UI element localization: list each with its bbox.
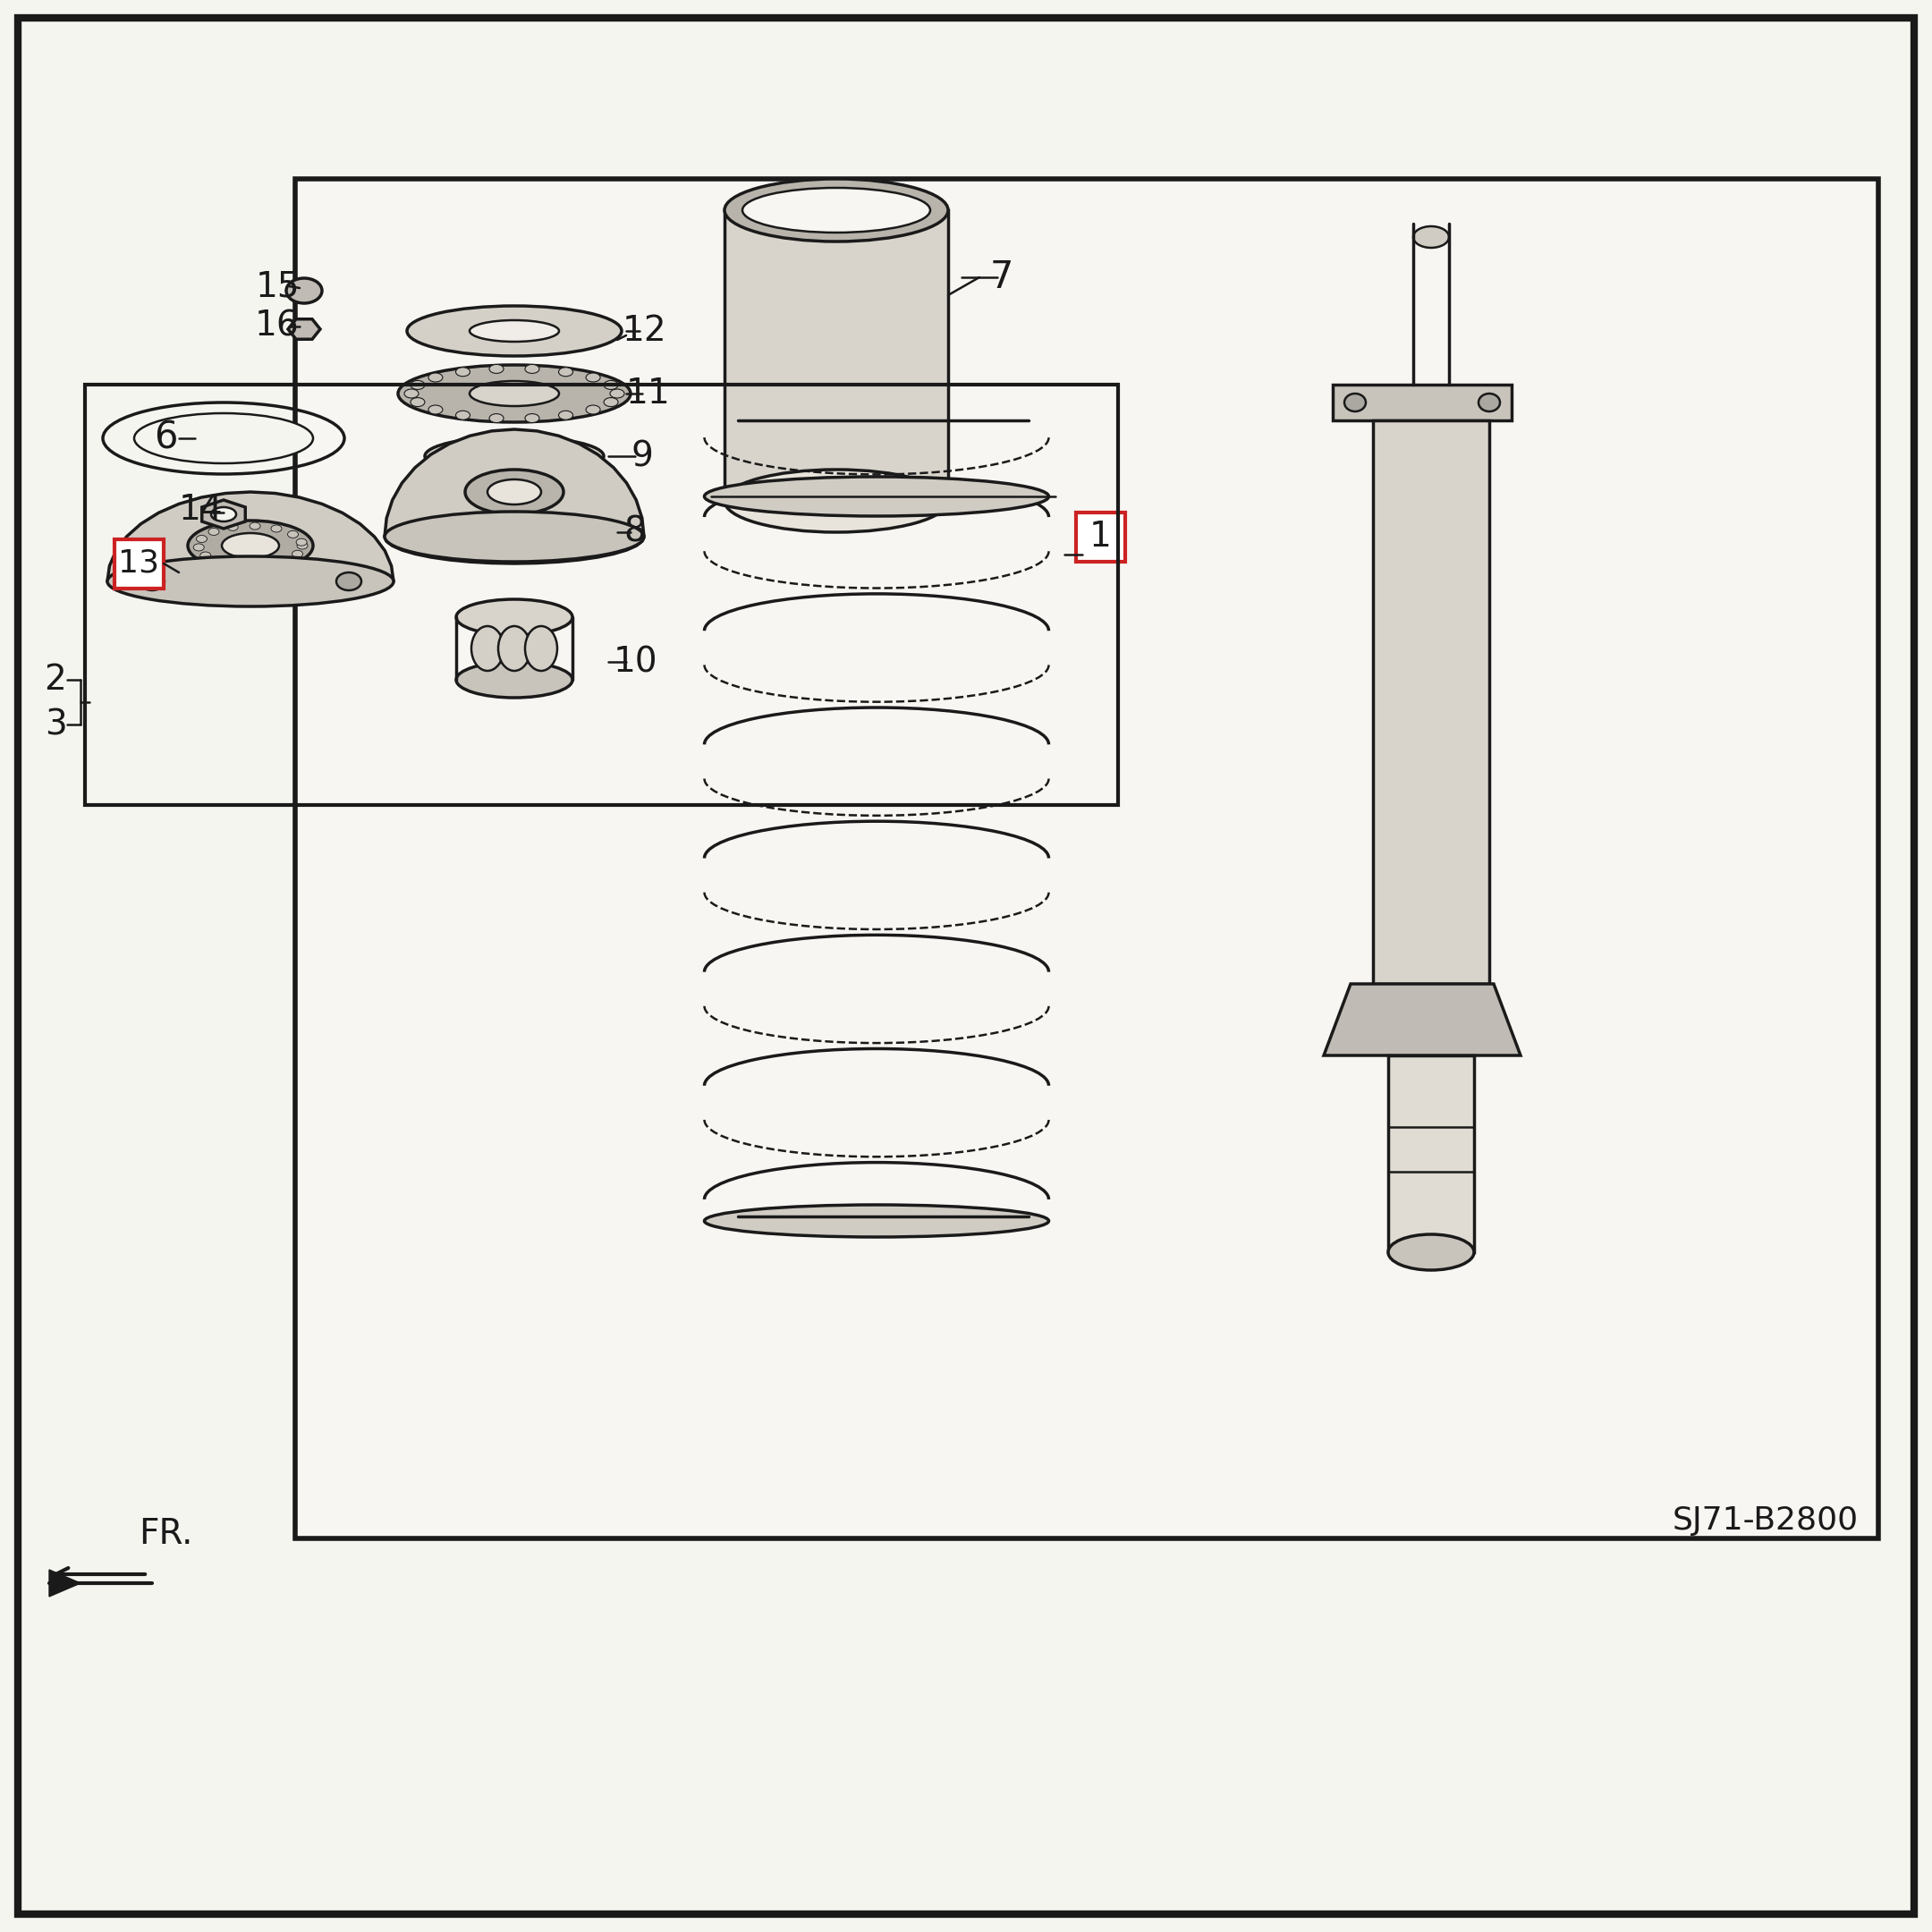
Ellipse shape [336,572,361,591]
Ellipse shape [398,365,630,423]
Ellipse shape [489,413,504,423]
Ellipse shape [466,446,564,468]
Ellipse shape [193,543,205,551]
Ellipse shape [298,543,307,549]
Ellipse shape [214,558,226,566]
Ellipse shape [133,413,313,464]
Bar [85,384,1119,806]
Ellipse shape [456,599,572,636]
Text: 16: 16 [255,309,299,344]
Text: 10: 10 [612,645,657,678]
Text: FR.: FR. [139,1517,193,1551]
Bar [296,180,1878,1538]
Ellipse shape [611,388,624,398]
Ellipse shape [724,180,949,242]
Bar [114,539,162,587]
Ellipse shape [456,412,469,419]
Polygon shape [1323,983,1520,1055]
Ellipse shape [466,469,564,514]
Ellipse shape [259,560,269,568]
Polygon shape [108,493,394,599]
Text: 11: 11 [626,377,670,412]
Ellipse shape [1345,394,1366,412]
Ellipse shape [249,522,261,529]
Ellipse shape [108,556,394,607]
Bar [1333,384,1511,421]
Ellipse shape [139,572,164,591]
Ellipse shape [410,398,425,406]
Bar [724,211,949,500]
Bar [1374,421,1490,983]
Ellipse shape [404,388,419,398]
Ellipse shape [425,437,603,475]
Ellipse shape [558,367,574,377]
Ellipse shape [429,373,442,383]
Ellipse shape [724,469,949,531]
Ellipse shape [292,551,303,558]
Ellipse shape [278,556,290,564]
Ellipse shape [498,626,531,670]
Ellipse shape [456,663,572,697]
Ellipse shape [705,1206,1049,1236]
Ellipse shape [429,406,442,413]
Polygon shape [288,319,321,340]
Text: 14: 14 [180,493,224,527]
Ellipse shape [296,539,307,545]
Polygon shape [203,500,245,529]
Text: 9: 9 [632,439,653,473]
Ellipse shape [1478,394,1499,412]
Ellipse shape [742,187,929,232]
Ellipse shape [471,626,504,670]
Ellipse shape [469,381,558,406]
Ellipse shape [558,412,574,419]
Ellipse shape [1389,1235,1474,1269]
Text: 13: 13 [118,549,158,580]
Bar [1389,1055,1474,1252]
Ellipse shape [526,413,539,423]
Ellipse shape [286,278,323,303]
Ellipse shape [211,506,236,522]
Text: 12: 12 [622,313,667,348]
Text: 8: 8 [624,516,645,549]
Ellipse shape [197,535,207,543]
Ellipse shape [605,381,618,390]
Text: 7: 7 [989,259,1014,296]
Ellipse shape [209,527,218,535]
Ellipse shape [410,381,425,390]
Text: 3: 3 [44,707,66,742]
Text: 15: 15 [255,269,299,303]
Ellipse shape [408,305,622,355]
Text: 2: 2 [44,663,66,697]
Ellipse shape [605,398,618,406]
Ellipse shape [585,373,601,383]
Ellipse shape [1412,226,1449,247]
Ellipse shape [526,365,539,373]
Ellipse shape [705,477,1049,516]
Ellipse shape [585,406,601,413]
Ellipse shape [456,367,469,377]
Text: 1: 1 [1090,520,1111,554]
Ellipse shape [187,520,313,570]
Text: SJ71-B2800: SJ71-B2800 [1673,1505,1859,1536]
Ellipse shape [487,479,541,504]
Polygon shape [384,429,643,564]
Ellipse shape [288,531,298,537]
Text: 6: 6 [155,419,178,458]
Bar [1076,512,1124,562]
Ellipse shape [384,512,643,562]
Ellipse shape [469,321,558,342]
Ellipse shape [489,365,504,373]
Ellipse shape [270,526,282,531]
Ellipse shape [201,553,211,558]
Ellipse shape [526,626,556,670]
Ellipse shape [228,524,238,531]
Ellipse shape [236,562,247,568]
Ellipse shape [222,533,278,558]
Polygon shape [48,1569,81,1596]
